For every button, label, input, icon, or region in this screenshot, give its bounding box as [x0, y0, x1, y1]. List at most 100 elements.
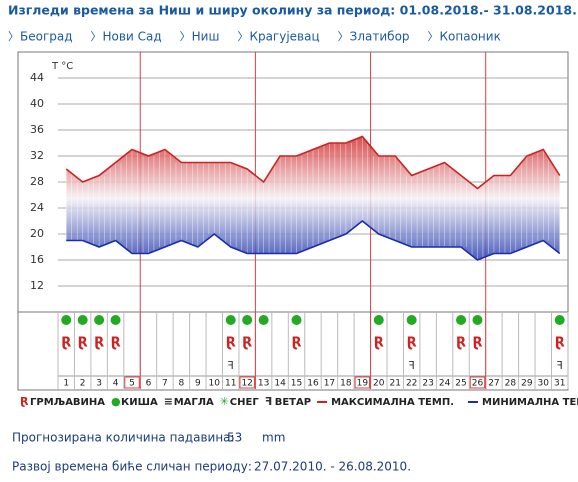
- nav-link[interactable]: Копаоник: [440, 30, 501, 44]
- precip-label: Прогнозирана количина падавина:: [12, 431, 235, 445]
- legend-label: МАГЛА: [174, 397, 214, 408]
- day-label: 28: [505, 379, 517, 389]
- legend-label: МИНИМАЛНА ТЕМП.: [482, 397, 578, 408]
- legend-icon: ●: [111, 395, 121, 408]
- day-label: 11: [225, 379, 236, 389]
- rain-icon: [472, 315, 483, 325]
- day-label: 31: [554, 379, 565, 389]
- temp-line: [66, 219, 561, 261]
- nav-link[interactable]: Ниш: [192, 30, 220, 44]
- day-label: 29: [521, 379, 533, 389]
- legend-label: МАКСИМАЛНА ТЕМП.: [331, 397, 454, 408]
- nav-arrow: 〉: [91, 30, 102, 43]
- thunder-icon: Ɽ: [472, 336, 482, 351]
- highlight-day-box: [239, 376, 255, 389]
- day-label: 9: [195, 379, 201, 389]
- rain-icon: [291, 315, 302, 325]
- highlight-day-box: [469, 376, 486, 389]
- y-tick-label: 36: [30, 123, 44, 136]
- legend-icon: ꟻ: [265, 395, 273, 408]
- nav-link[interactable]: Златибор: [350, 30, 410, 44]
- highlight-day-box: [124, 376, 140, 389]
- day-label: 13: [258, 379, 269, 389]
- chart-frame: [17, 51, 569, 391]
- y-tick-label: 28: [30, 175, 44, 188]
- thunder-icon: Ɽ: [78, 336, 88, 351]
- thunder-icon: Ɽ: [61, 336, 71, 351]
- nav-link[interactable]: Београд: [20, 30, 73, 44]
- day-label: 15: [291, 379, 302, 389]
- legend-icon: ≡: [164, 395, 173, 408]
- rain-icon: [242, 315, 253, 325]
- legend-label: ВЕТАР: [275, 397, 311, 408]
- highlight-day-box: [354, 376, 371, 389]
- similar-period: 27.07.2010. - 26.08.2010.: [254, 460, 411, 474]
- wind-icon: ꟻ: [409, 359, 415, 372]
- y-tick-label: 40: [30, 97, 44, 110]
- day-label: 6: [146, 379, 152, 389]
- y-tick-label: 16: [30, 253, 44, 266]
- day-label: 16: [307, 379, 319, 389]
- thunder-icon: Ɽ: [94, 336, 104, 351]
- day-label: 3: [96, 379, 102, 389]
- rain-icon: [554, 315, 565, 325]
- day-label: 21: [389, 379, 400, 389]
- rain-icon: [258, 315, 269, 325]
- thunder-icon: Ɽ: [407, 336, 417, 351]
- thunder-icon: Ɽ: [111, 336, 121, 351]
- thunder-icon: Ɽ: [374, 336, 384, 351]
- legend-icon: Ɽ: [20, 395, 29, 408]
- y-tick-label: 44: [30, 71, 44, 84]
- rain-icon: [110, 315, 121, 325]
- nav-arrow: 〉: [8, 30, 19, 43]
- day-label: 12: [241, 379, 252, 389]
- day-label: 27: [488, 379, 499, 389]
- day-label: 22: [406, 379, 417, 389]
- y-tick-label: 20: [30, 227, 44, 240]
- day-label: 17: [324, 379, 335, 389]
- nav-arrow: 〉: [237, 30, 248, 43]
- rain-icon: [406, 315, 417, 325]
- y-tick-label: 24: [30, 201, 44, 214]
- rain-icon: [77, 315, 88, 325]
- wind-icon: ꟻ: [228, 359, 234, 372]
- thunder-icon: Ɽ: [456, 336, 466, 351]
- day-label: 14: [274, 379, 286, 389]
- thunder-icon: Ɽ: [292, 336, 302, 351]
- legend-label: ГРМЉАВИНА: [30, 397, 105, 408]
- wind-icon: ꟻ: [557, 359, 563, 372]
- rain-icon: [456, 315, 467, 325]
- precip-unit: mm: [262, 431, 285, 445]
- nav-arrow: 〉: [428, 30, 439, 43]
- day-label: 10: [209, 379, 221, 389]
- day-label: 1: [63, 379, 69, 389]
- day-label: 23: [422, 379, 433, 389]
- day-label: 18: [340, 379, 352, 389]
- thunder-icon: Ɽ: [242, 336, 252, 351]
- rain-icon: [61, 315, 72, 325]
- day-label: 8: [179, 379, 185, 389]
- rain-icon: [373, 315, 384, 325]
- day-label: 30: [538, 379, 550, 389]
- y-label: T °C: [51, 61, 73, 72]
- legend-label: СНЕГ: [230, 397, 260, 408]
- rain-icon: [94, 315, 105, 325]
- y-tick-label: 12: [30, 279, 44, 292]
- legend-label: КИША: [121, 397, 158, 408]
- y-tick-label: 32: [30, 149, 44, 162]
- legend-icon: ✳: [220, 395, 229, 408]
- temp-line: [65, 135, 561, 190]
- title: Изгледи времена за Ниш и ширу околину за…: [8, 3, 577, 18]
- nav-link[interactable]: Нови Сад: [103, 30, 162, 44]
- day-label: 20: [373, 379, 385, 389]
- day-label: 5: [129, 379, 135, 389]
- day-label: 24: [439, 379, 451, 389]
- day-label: 2: [80, 379, 86, 389]
- nav-arrow: 〉: [338, 30, 349, 43]
- rain-icon: [225, 315, 236, 325]
- day-label: 4: [113, 379, 119, 389]
- precip-value: 53: [227, 431, 242, 445]
- nav-link[interactable]: Крагујевац: [249, 30, 319, 44]
- day-label: 19: [357, 379, 369, 389]
